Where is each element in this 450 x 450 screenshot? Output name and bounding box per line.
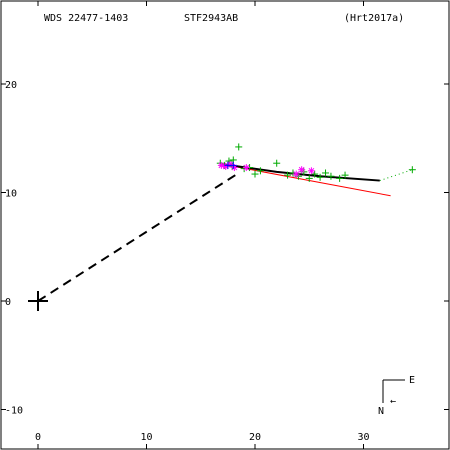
observation-green bbox=[336, 174, 344, 182]
x-tick-label: 30 bbox=[357, 432, 369, 443]
compass-east-label: E bbox=[409, 375, 415, 386]
observation-magenta-d2 bbox=[298, 166, 305, 173]
observation-green bbox=[273, 159, 281, 167]
observation-green bbox=[311, 170, 319, 178]
observation-magenta bbox=[230, 164, 238, 172]
observation-green bbox=[408, 166, 416, 174]
y-tick-label: 0 bbox=[5, 297, 11, 308]
observation-magenta bbox=[307, 167, 315, 175]
observation-magenta bbox=[298, 166, 306, 174]
star-name: STF2943AB bbox=[184, 13, 238, 24]
observation-green bbox=[235, 143, 243, 151]
observation-magenta bbox=[292, 170, 300, 178]
x-tick-label: 10 bbox=[140, 432, 152, 443]
observation-green bbox=[305, 174, 313, 182]
observation-magenta-d2 bbox=[218, 162, 225, 169]
observation-green bbox=[256, 167, 264, 175]
chart-marks bbox=[28, 143, 416, 311]
observation-magenta bbox=[242, 164, 250, 172]
observation-magenta-d2 bbox=[231, 164, 238, 171]
node-line bbox=[37, 172, 240, 302]
compass: E N ← bbox=[378, 375, 415, 417]
y-tick-label: -10 bbox=[5, 406, 23, 417]
observation-green bbox=[341, 171, 349, 179]
observation-magenta-d2 bbox=[293, 171, 300, 177]
observation-green bbox=[322, 169, 330, 177]
y-tick-label: 20 bbox=[5, 80, 17, 91]
x-tick-label: 20 bbox=[249, 432, 261, 443]
x-tick-label: 0 bbox=[35, 432, 41, 443]
observation-magenta-d2 bbox=[243, 164, 250, 171]
compass-arrow: ← bbox=[390, 396, 396, 407]
reference-label: (Hrt2017a) bbox=[344, 13, 404, 24]
observation-green bbox=[316, 173, 324, 181]
observation-magenta-d2 bbox=[308, 167, 315, 174]
red-line bbox=[222, 163, 391, 197]
observation-magenta-d2 bbox=[227, 161, 233, 168]
observation-blue bbox=[229, 161, 237, 169]
observation-green bbox=[251, 170, 259, 178]
green-dotted-line bbox=[379, 169, 413, 182]
y-tick-label: 10 bbox=[5, 189, 17, 200]
observation-magenta bbox=[226, 160, 234, 168]
observation-green bbox=[284, 171, 292, 179]
observation-green bbox=[327, 172, 335, 180]
compass-north-label: N bbox=[378, 406, 384, 417]
wds-label: WDS 22477-1403 bbox=[44, 13, 128, 24]
observation-magenta bbox=[217, 161, 225, 169]
observation-magenta-d2 bbox=[222, 163, 229, 170]
primary-star-marker bbox=[28, 291, 48, 311]
